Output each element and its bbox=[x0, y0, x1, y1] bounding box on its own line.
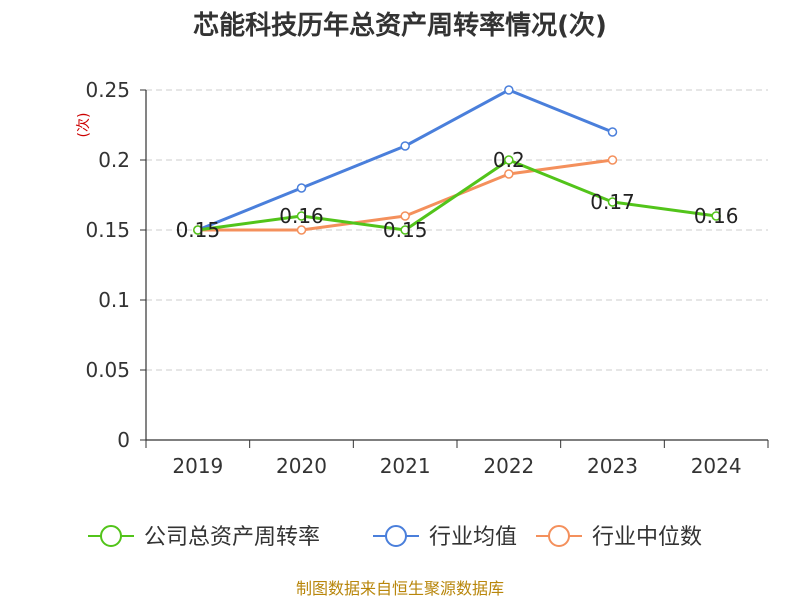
data-point bbox=[607, 197, 618, 207]
data-point bbox=[504, 85, 514, 95]
data-label: 0.15 bbox=[176, 218, 221, 242]
data-label: 0.16 bbox=[694, 204, 739, 228]
data-point bbox=[504, 169, 514, 179]
x-tick-label: 2023 bbox=[587, 454, 638, 478]
data-point bbox=[400, 141, 410, 151]
data-label: 0.15 bbox=[383, 218, 428, 242]
x-tick-label: 2024 bbox=[691, 454, 742, 478]
data-point bbox=[607, 155, 618, 165]
y-tick-label: 0.25 bbox=[85, 78, 130, 102]
legend-item: 行业均值 bbox=[373, 525, 517, 550]
axes: 0 0.05 0.1 0.15 0.2 0.25 2019 2020 2021 2022 2023 2… bbox=[85, 78, 769, 478]
series-line bbox=[197, 158, 717, 232]
legend-swatch-marker bbox=[548, 525, 570, 547]
data-point bbox=[296, 211, 307, 221]
x-tick-label: 2021 bbox=[380, 454, 431, 478]
y-axis-label: (次) bbox=[76, 113, 92, 138]
y-tick-label: 0 bbox=[117, 428, 130, 452]
data-label: 0.2 bbox=[493, 148, 525, 172]
legend-swatch-marker bbox=[385, 525, 407, 547]
data-point bbox=[607, 127, 618, 137]
legend: 公司总资产周转率 行业均值 行业中位数 bbox=[88, 525, 702, 550]
y-tick-label: 0.15 bbox=[85, 218, 130, 242]
x-tick-label: 2022 bbox=[483, 454, 534, 478]
series-lines bbox=[193, 85, 721, 235]
data-labels: 0.15 0.16 0.15 0.2 0.17 0.16 bbox=[176, 148, 739, 242]
data-point bbox=[296, 225, 307, 235]
x-tick-label: 2019 bbox=[172, 454, 223, 478]
legend-label: 公司总资产周转率 bbox=[144, 525, 320, 550]
data-point bbox=[193, 225, 203, 235]
legend-item: 行业中位数 bbox=[536, 525, 702, 550]
chart-title: 芯能科技历年总资产周转率情况(次) bbox=[193, 10, 607, 41]
source-note: 制图数据来自恒生聚源数据库 bbox=[296, 579, 504, 598]
y-tick-label: 0.05 bbox=[85, 358, 130, 382]
data-label: 0.16 bbox=[279, 204, 324, 228]
data-point bbox=[400, 225, 410, 235]
legend-item: 公司总资产周转率 bbox=[88, 525, 320, 550]
y-tick-label: 0.2 bbox=[98, 148, 130, 172]
data-point bbox=[296, 183, 307, 193]
data-point bbox=[711, 211, 721, 221]
y-tick-label: 0.1 bbox=[98, 288, 130, 312]
x-tick-label: 2020 bbox=[276, 454, 327, 478]
data-point bbox=[504, 155, 514, 165]
legend-label: 行业中位数 bbox=[592, 525, 702, 550]
legend-label: 行业均值 bbox=[429, 525, 517, 550]
data-point bbox=[400, 211, 410, 221]
data-label: 0.17 bbox=[590, 190, 635, 214]
legend-swatch-marker bbox=[100, 525, 122, 547]
